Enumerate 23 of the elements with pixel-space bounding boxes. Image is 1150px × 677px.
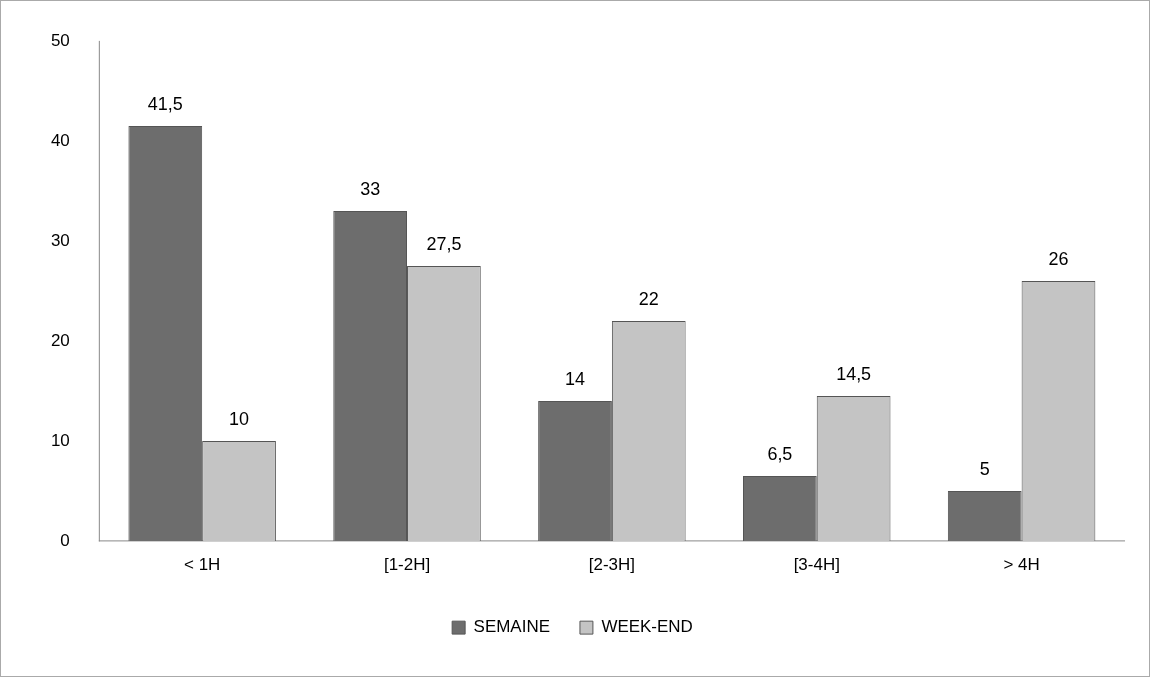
x-tick-label: [3-4H]	[793, 554, 840, 574]
x-tick-label: < 1H	[184, 554, 221, 574]
data-label: 14	[565, 369, 586, 390]
x-tick-label: [2-3H]	[588, 554, 635, 574]
data-label: 5	[979, 459, 990, 480]
x-tick-label: > 4H	[1003, 554, 1040, 574]
y-tick-label: 20	[50, 330, 70, 350]
data-label: 22	[638, 289, 659, 310]
y-tick-label: 40	[50, 130, 70, 150]
data-label: 10	[229, 409, 250, 430]
y-tick-label: 0	[60, 530, 70, 550]
data-label: 33	[360, 179, 381, 200]
y-tick-label: 10	[50, 430, 70, 450]
data-label: 41,5	[147, 94, 183, 115]
data-label: 27,5	[426, 234, 462, 255]
legend-label: WEEK-END	[601, 617, 693, 637]
data-label: 6,5	[767, 444, 793, 465]
y-tick-label: 50	[50, 30, 70, 50]
data-label: 26	[1048, 249, 1069, 270]
data-label: 14,5	[836, 364, 872, 385]
x-tick-label: [1-2H]	[383, 554, 431, 574]
legend-label: SEMAINE	[473, 617, 550, 637]
y-tick-label: 30	[50, 230, 70, 250]
